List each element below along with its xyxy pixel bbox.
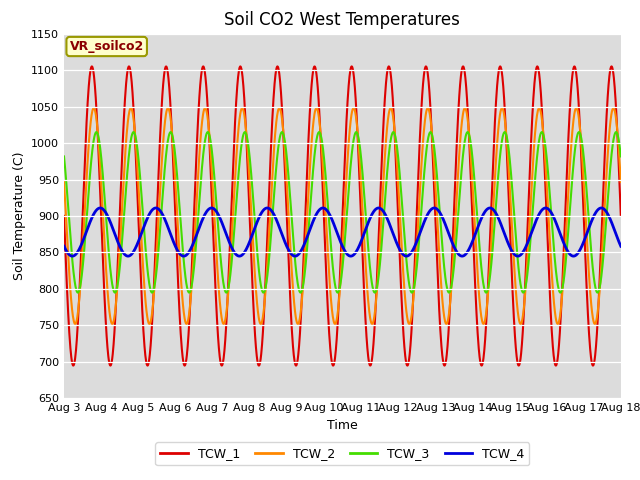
TCW_4 — [60, 243, 68, 249]
Line: TCW_2: TCW_2 — [64, 108, 621, 324]
TCW_4 — [601, 207, 609, 213]
TCW_3 — [316, 131, 324, 136]
TCW_2 — [602, 194, 609, 200]
TCW_4 — [617, 243, 625, 249]
TCW_1 — [441, 363, 449, 369]
TCW_2 — [127, 105, 134, 111]
Legend: TCW_1, TCW_2, TCW_3, TCW_4: TCW_1, TCW_2, TCW_3, TCW_4 — [156, 442, 529, 465]
TCW_3 — [88, 147, 96, 153]
TCW_1 — [601, 148, 609, 154]
TCW_2 — [60, 179, 68, 185]
TCW_3 — [612, 129, 620, 135]
TCW_3 — [60, 154, 68, 159]
TCW_2 — [617, 179, 625, 185]
TCW_3 — [260, 290, 268, 296]
TCW_3 — [499, 134, 506, 140]
Line: TCW_1: TCW_1 — [64, 66, 621, 366]
Title: Soil CO2 West Temperatures: Soil CO2 West Temperatures — [225, 11, 460, 29]
TCW_2 — [331, 321, 339, 327]
TCW_1 — [499, 80, 507, 86]
TCW_1 — [60, 213, 68, 219]
TCW_2 — [316, 127, 324, 132]
Text: VR_soilco2: VR_soilco2 — [70, 40, 144, 53]
Y-axis label: Soil Temperature (C): Soil Temperature (C) — [13, 152, 26, 280]
TCW_4 — [316, 206, 324, 212]
TCW_1 — [88, 63, 96, 69]
X-axis label: Time: Time — [327, 419, 358, 432]
TCW_3 — [617, 154, 625, 159]
TCW_2 — [499, 107, 507, 112]
TCW_4 — [68, 253, 76, 259]
TCW_2 — [601, 199, 609, 204]
TCW_1 — [316, 128, 324, 133]
TCW_1 — [602, 141, 609, 147]
TCW_3 — [331, 282, 339, 288]
TCW_4 — [331, 224, 339, 230]
TCW_1 — [331, 355, 339, 361]
Line: TCW_3: TCW_3 — [64, 132, 621, 293]
TCW_3 — [601, 234, 609, 240]
TCW_4 — [499, 226, 506, 232]
TCW_4 — [602, 207, 609, 213]
TCW_1 — [617, 213, 625, 219]
TCW_2 — [332, 321, 339, 327]
Line: TCW_4: TCW_4 — [64, 208, 621, 256]
TCW_3 — [601, 238, 609, 244]
TCW_4 — [598, 205, 605, 211]
TCW_2 — [88, 108, 96, 114]
TCW_4 — [89, 213, 97, 219]
TCW_1 — [89, 65, 97, 71]
